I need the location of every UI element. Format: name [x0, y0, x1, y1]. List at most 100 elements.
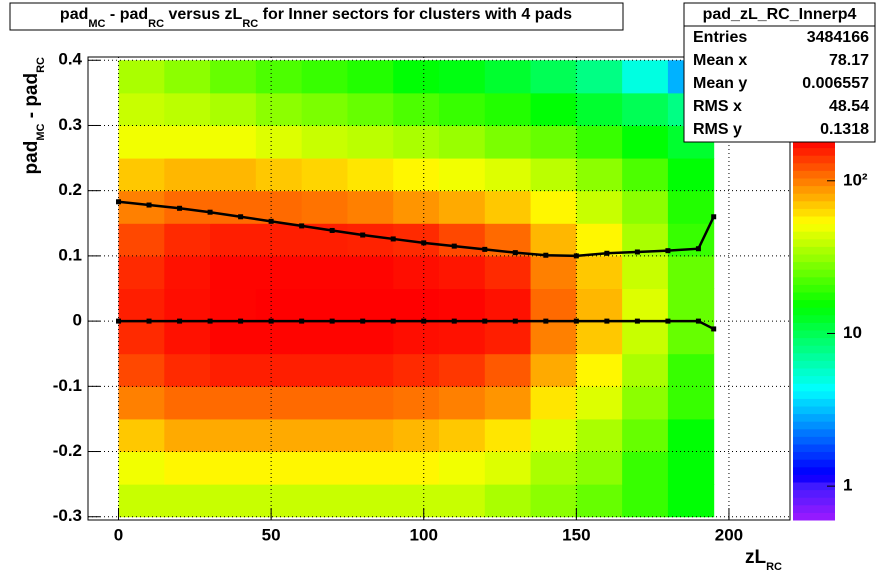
profile-point — [116, 318, 122, 324]
heatmap-cell — [118, 255, 165, 289]
heatmap-cell — [576, 353, 623, 387]
heatmap-cell — [576, 92, 623, 126]
palette-band — [793, 489, 835, 498]
profile-point — [421, 318, 427, 324]
heatmap-cell — [576, 125, 623, 159]
heatmap-cell — [393, 255, 440, 289]
heatmap-cell — [667, 484, 715, 518]
heatmap-cell — [667, 190, 715, 224]
palette-band — [793, 178, 835, 187]
heatmap-cell — [622, 255, 669, 289]
heatmap-cell — [439, 255, 486, 289]
palette-band — [793, 284, 835, 293]
profile-point — [268, 318, 274, 324]
y-tick-label: 0.1 — [58, 245, 82, 264]
subscript: MC — [35, 124, 47, 141]
palette-band — [793, 368, 835, 377]
profile-point — [299, 223, 305, 229]
heatmap-cell — [210, 92, 257, 126]
heatmap-cell — [301, 451, 348, 485]
heatmap-cell — [622, 386, 669, 420]
palette-band — [793, 398, 835, 407]
profile-point — [146, 318, 152, 324]
heatmap-cell — [667, 353, 715, 387]
heatmap-cell — [118, 158, 165, 192]
profile-point — [421, 240, 427, 246]
y-tick-label: -0.2 — [53, 441, 82, 460]
heatmap-cell — [118, 288, 165, 322]
heatmap-cell — [118, 223, 165, 257]
heatmap-cell — [255, 125, 303, 159]
heatmap-cell — [622, 92, 669, 126]
palette-band — [793, 231, 835, 240]
x-tick-label: 100 — [410, 525, 438, 544]
heatmap-cell — [393, 60, 440, 94]
profile-point — [604, 250, 610, 256]
z-tick-label: 10 — [843, 323, 862, 342]
heatmap-cell — [210, 484, 257, 518]
heatmap-cell — [347, 321, 394, 355]
heatmap-cell — [347, 288, 394, 322]
heatmap-cell — [484, 353, 532, 387]
palette-band — [793, 390, 835, 399]
palette-band — [793, 216, 835, 225]
heatmap-cell — [530, 92, 577, 126]
text-part: for Inner sectors for clusters with 4 pa… — [258, 6, 572, 23]
palette-band — [793, 375, 835, 384]
heatmap-cell — [439, 451, 486, 485]
x-tick-label: 150 — [562, 525, 590, 544]
profile-point — [207, 209, 213, 215]
heatmap-cell — [439, 484, 486, 518]
text-part: pad — [21, 141, 42, 175]
heatmap-cell — [576, 288, 623, 322]
profile-point — [360, 232, 366, 238]
palette-band — [793, 292, 835, 301]
heatmap-cell — [622, 484, 669, 518]
heatmap-cell — [393, 353, 440, 387]
heatmap-cell — [393, 484, 440, 518]
profile-point — [238, 318, 244, 324]
heatmap-cell — [164, 125, 211, 159]
x-tick-label: 0 — [114, 525, 123, 544]
heatmap-cell — [210, 353, 257, 387]
profile-point — [573, 253, 579, 259]
heatmap-cell — [164, 451, 211, 485]
heatmap-cell — [576, 60, 623, 94]
heatmap-cell — [439, 190, 486, 224]
text-part: versus zL — [164, 6, 242, 23]
profile-point — [268, 218, 274, 224]
heatmap-cell — [301, 484, 348, 518]
heatmap-cell — [622, 60, 669, 94]
heatmap-cell — [118, 125, 165, 159]
heatmap-cell — [393, 321, 440, 355]
heatmap-cell — [576, 484, 623, 518]
palette-band — [793, 413, 835, 422]
palette-band — [793, 512, 835, 521]
heatmap-cell — [439, 158, 486, 192]
heatmap-cell — [576, 321, 623, 355]
heatmap-cell — [164, 321, 211, 355]
heatmap-cell — [530, 255, 577, 289]
palette-band — [793, 504, 835, 513]
heatmap-cell — [484, 484, 532, 518]
heatmap-cell — [667, 288, 715, 322]
palette-band — [793, 314, 835, 323]
text-part: zL — [745, 547, 767, 568]
subscript: RC — [148, 18, 164, 30]
heatmap-cell — [439, 386, 486, 420]
heatmap-cell — [347, 386, 394, 420]
heatmap-cell — [393, 288, 440, 322]
heatmap-cell — [301, 125, 348, 159]
heatmap-cell — [164, 223, 211, 257]
palette-band — [793, 246, 835, 255]
heatmap-cell — [347, 158, 394, 192]
heatmap-cell — [484, 158, 532, 192]
palette-band — [793, 269, 835, 278]
heatmap-cell — [347, 451, 394, 485]
stats-value: 78.17 — [829, 52, 869, 69]
profile-point — [390, 236, 396, 242]
heatmap-cell — [118, 484, 165, 518]
profile-point — [299, 318, 305, 324]
heatmap-cell — [164, 353, 211, 387]
palette-band — [793, 155, 835, 164]
